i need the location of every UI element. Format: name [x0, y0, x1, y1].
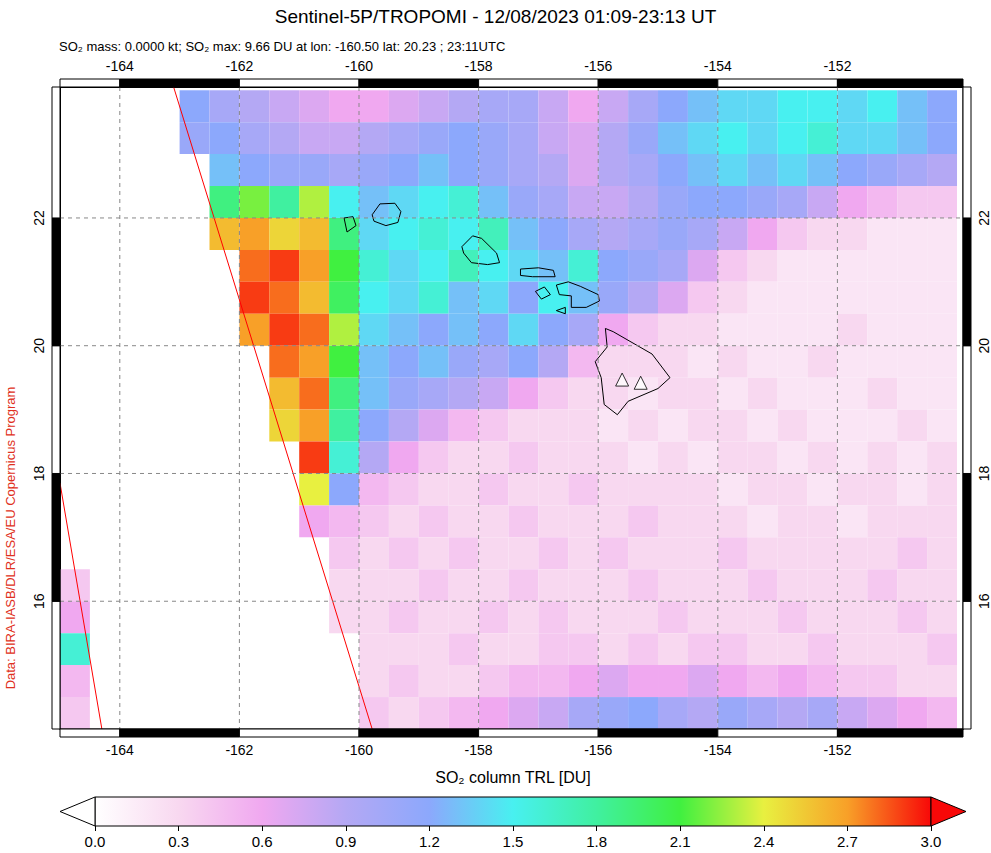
- svg-text:16: 16: [976, 593, 991, 609]
- svg-text:16: 16: [31, 593, 47, 609]
- svg-text:-164: -164: [106, 58, 134, 74]
- svg-text:-152: -152: [823, 58, 851, 74]
- svg-text:1.5: 1.5: [503, 833, 524, 850]
- svg-text:3.0: 3.0: [921, 833, 942, 850]
- svg-text:Sentinel-5P/TROPOMI - 12/08/20: Sentinel-5P/TROPOMI - 12/08/2023 01:09-2…: [275, 6, 717, 27]
- svg-text:-154: -154: [704, 58, 732, 74]
- svg-text:-152: -152: [823, 742, 851, 758]
- svg-text:SO₂ mass: 0.0000 kt; SO₂ max:: SO₂ mass: 0.0000 kt; SO₂ max: 9.66 DU at…: [59, 39, 505, 54]
- svg-text:18: 18: [31, 465, 47, 481]
- svg-text:0.6: 0.6: [252, 833, 273, 850]
- svg-text:2.7: 2.7: [837, 833, 858, 850]
- svg-text:-158: -158: [465, 58, 493, 74]
- svg-text:0.0: 0.0: [85, 833, 106, 850]
- svg-text:-160: -160: [345, 742, 373, 758]
- svg-text:-156: -156: [584, 58, 612, 74]
- svg-text:SO₂ column TRL [DU]: SO₂ column TRL [DU]: [435, 769, 591, 786]
- svg-text:18: 18: [976, 465, 991, 481]
- svg-text:0.3: 0.3: [168, 833, 189, 850]
- svg-text:20: 20: [31, 338, 47, 354]
- svg-text:1.8: 1.8: [586, 833, 607, 850]
- svg-text:-162: -162: [225, 58, 253, 74]
- svg-text:-158: -158: [465, 742, 493, 758]
- svg-text:1.2: 1.2: [419, 833, 440, 850]
- svg-text:-154: -154: [704, 742, 732, 758]
- svg-text:22: 22: [31, 210, 47, 226]
- svg-text:-164: -164: [106, 742, 134, 758]
- svg-text:-156: -156: [584, 742, 612, 758]
- svg-text:20: 20: [976, 338, 991, 354]
- svg-text:2.4: 2.4: [753, 833, 774, 850]
- svg-text:2.1: 2.1: [670, 833, 691, 850]
- svg-text:Data: BIRA-IASB/DLR/ESA/EU Cop: Data: BIRA-IASB/DLR/ESA/EU Copernicus Pr…: [3, 387, 18, 690]
- svg-text:-160: -160: [345, 58, 373, 74]
- svg-text:0.9: 0.9: [335, 833, 356, 850]
- svg-text:-162: -162: [225, 742, 253, 758]
- svg-text:22: 22: [976, 210, 991, 226]
